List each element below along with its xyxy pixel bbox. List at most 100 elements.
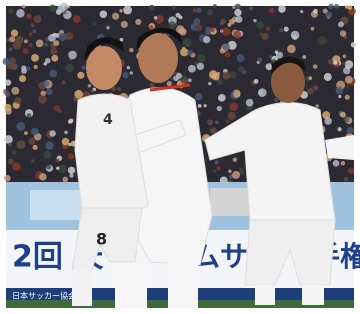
spectator <box>65 64 74 73</box>
spectator <box>49 5 56 12</box>
spectator <box>33 145 38 150</box>
spectator <box>333 60 338 65</box>
spectator <box>345 60 354 69</box>
spectator <box>197 63 204 70</box>
spectator <box>217 166 221 170</box>
spectator <box>24 39 28 43</box>
spectator <box>278 5 286 13</box>
spectator <box>198 104 202 108</box>
spectator <box>148 5 154 11</box>
spectator <box>31 54 39 62</box>
spectator <box>313 85 318 90</box>
spectator <box>239 170 244 175</box>
spectator <box>112 13 119 20</box>
spectator <box>257 57 262 62</box>
spectator <box>348 5 353 10</box>
spectator <box>188 65 196 73</box>
spectator <box>77 72 84 79</box>
spectator <box>59 33 67 41</box>
spectator <box>68 51 77 60</box>
spectator <box>45 58 51 64</box>
spectator <box>318 36 327 45</box>
spectator <box>117 87 121 91</box>
spectator <box>254 79 259 84</box>
spectator <box>130 71 133 74</box>
banner-footer: 日本サッカー協会 <box>12 291 76 301</box>
spectator <box>187 50 193 56</box>
spectator <box>328 4 334 10</box>
spectator <box>44 43 48 47</box>
spectator <box>324 117 332 125</box>
spectator <box>34 15 42 23</box>
spectator <box>302 55 306 59</box>
spectator <box>9 47 13 51</box>
spectator <box>253 19 256 22</box>
spectator <box>119 9 122 12</box>
spectator <box>234 31 242 39</box>
spectator <box>135 19 141 25</box>
spectator <box>222 43 230 51</box>
spectator <box>53 40 59 46</box>
spectator <box>43 80 49 86</box>
spectator <box>38 95 47 104</box>
spectator <box>34 65 38 69</box>
spectator <box>44 151 52 159</box>
spectator <box>67 5 70 8</box>
spectator <box>233 158 237 162</box>
spectator <box>3 58 10 65</box>
spectator <box>220 22 224 26</box>
spectator <box>58 109 62 113</box>
spectator <box>23 48 29 54</box>
spectator <box>36 39 44 47</box>
spectator <box>218 94 226 102</box>
spectator <box>311 27 315 31</box>
spectator <box>338 127 342 131</box>
spectator <box>56 159 60 163</box>
spectator <box>122 72 128 78</box>
spectator <box>62 177 68 183</box>
spectator <box>11 64 15 68</box>
spectator <box>179 15 183 19</box>
spectator <box>229 19 235 25</box>
spectator <box>208 82 212 86</box>
spectator <box>235 16 242 23</box>
spectator <box>69 119 73 123</box>
spectator <box>149 83 154 88</box>
spectator <box>338 95 341 98</box>
spectator <box>58 165 67 174</box>
spectator <box>334 4 339 9</box>
spectator <box>328 59 333 64</box>
spectator <box>121 21 128 28</box>
photo: 2回 天 ムサッ 手権 日本サッカー協会 8 4 <box>0 0 360 314</box>
spectator <box>258 88 267 97</box>
spectator <box>274 98 278 102</box>
spectator <box>347 127 354 134</box>
spectator <box>5 92 10 97</box>
spectator <box>220 30 223 33</box>
spectator <box>351 42 356 47</box>
spectator <box>172 6 176 10</box>
spectator <box>246 99 254 107</box>
spectator <box>127 66 130 69</box>
spectator <box>205 26 210 31</box>
spectator <box>343 54 347 58</box>
spectator <box>169 21 176 28</box>
spectator <box>229 102 238 111</box>
spectator <box>129 48 133 52</box>
spectator <box>325 11 332 18</box>
spectator <box>53 33 57 37</box>
spectator <box>31 159 34 162</box>
spectator <box>287 45 296 54</box>
spectator <box>261 33 268 40</box>
spectator <box>249 7 253 11</box>
spectator <box>333 160 340 167</box>
spectator <box>291 31 300 40</box>
spectator <box>123 6 132 15</box>
spectator <box>4 135 13 144</box>
spectator <box>167 81 172 86</box>
spectator <box>49 130 56 137</box>
spectator <box>233 91 240 98</box>
spectator <box>345 95 350 100</box>
spectator <box>179 28 187 36</box>
spectator <box>62 138 70 146</box>
